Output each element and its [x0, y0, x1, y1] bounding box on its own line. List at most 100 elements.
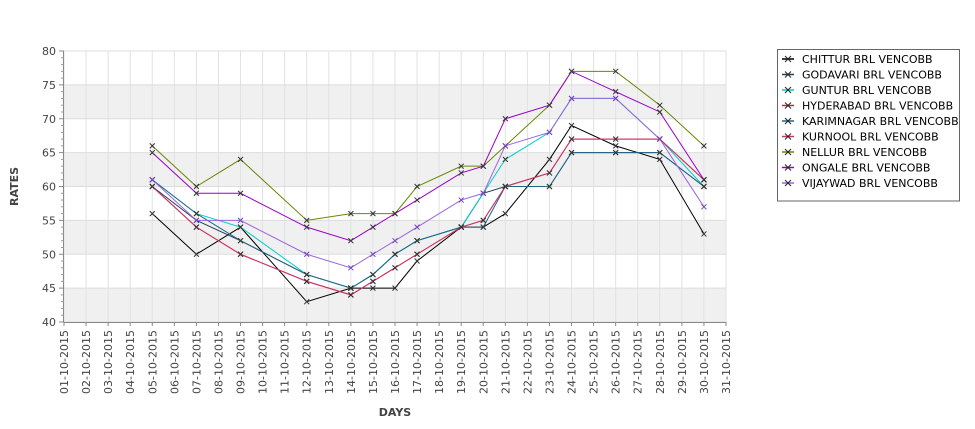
marker-stroke [701, 231, 707, 237]
y-tick-label: 65 [42, 147, 56, 160]
marker-stroke [502, 156, 509, 163]
x-tick-label: 10-10-2015 [257, 330, 270, 394]
marker-stroke [480, 190, 487, 197]
y-tick-label: 50 [42, 248, 56, 261]
x-tick-label: 22-10-2015 [521, 330, 534, 394]
marker-stroke [348, 285, 354, 291]
marker-stroke [784, 164, 792, 171]
data-point [458, 197, 465, 203]
marker-stroke [370, 278, 376, 285]
data-point [701, 203, 707, 210]
marker-stroke [784, 117, 792, 125]
x-tick-label: 28-10-2015 [654, 330, 667, 394]
x-tick-label: 05-10-2015 [146, 330, 159, 394]
marker-stroke [656, 102, 663, 109]
marker-stroke [784, 102, 792, 109]
marker-stroke [502, 142, 509, 149]
x-tick-labels: 01-10-2015 02-10-2015 03-10-2015 04-10-2015… [58, 322, 733, 394]
marker-stroke [149, 183, 156, 190]
data-point [612, 88, 619, 95]
x-tick-label: 23-10-2015 [543, 330, 556, 394]
data-point [414, 251, 420, 258]
data-point [480, 190, 487, 197]
data-point [303, 278, 310, 285]
marker-stroke [392, 264, 398, 271]
x-tick-label: 06-10-2015 [168, 330, 181, 394]
legend-item: GODAVARI BRL VENCOBB [782, 69, 942, 82]
marker-stroke [193, 183, 200, 190]
data-point [149, 210, 156, 217]
data-point [656, 136, 663, 142]
series-kurnool-brl-vencobb [149, 136, 707, 298]
data-point [458, 163, 465, 170]
legend-item: KARIMNAGAR BRL VENCOBB [782, 115, 959, 128]
marker-stroke [458, 224, 465, 231]
data-point [348, 285, 354, 291]
x-tick-label: 07-10-2015 [190, 330, 203, 394]
data-point [502, 142, 509, 149]
data-point [370, 224, 376, 231]
legend-item: ONGALE BRL VENCOBB [782, 162, 930, 175]
legend-label: CHITTUR BRL VENCOBB [802, 53, 933, 66]
data-point [193, 251, 200, 258]
marker-stroke [701, 142, 707, 149]
legend-item: HYDERABAD BRL VENCOBB [782, 100, 953, 113]
x-tick-label: 12-10-2015 [301, 330, 314, 394]
x-tick-label: 14-10-2015 [345, 330, 358, 394]
marker-stroke [656, 136, 663, 142]
legend-marker [784, 71, 792, 78]
data-point [701, 176, 707, 183]
data-point [392, 237, 398, 244]
series-line [151, 97, 705, 269]
marker-stroke [237, 224, 244, 231]
legend-label: KURNOOL BRL VENCOBB [802, 131, 939, 144]
data-point [701, 183, 707, 190]
series-line [151, 70, 705, 242]
series-line [151, 152, 705, 289]
x-tick-label: 03-10-2015 [102, 330, 115, 394]
legend-marker [784, 55, 792, 63]
legend-label: HYDERABAD BRL VENCOBB [802, 100, 953, 113]
marker-stroke [546, 183, 553, 190]
data-point [348, 210, 354, 217]
data-point [568, 149, 575, 156]
marker-stroke [370, 224, 376, 231]
marker-stroke [414, 183, 420, 190]
data-point [370, 271, 376, 278]
x-tick-label: 08-10-2015 [212, 330, 225, 394]
marker-stroke [370, 271, 376, 278]
marker-stroke [348, 292, 354, 298]
data-point [370, 278, 376, 285]
series-line [151, 70, 705, 221]
marker-stroke [612, 68, 619, 75]
data-point [392, 285, 398, 291]
marker-stroke [784, 133, 792, 140]
marker-stroke [303, 298, 310, 305]
marker-stroke [458, 170, 465, 176]
data-point [502, 210, 509, 217]
data-point [392, 264, 398, 271]
x-tick-label: 30-10-2015 [698, 330, 711, 394]
data-point [303, 251, 310, 258]
marker-stroke [303, 251, 310, 258]
data-point [237, 190, 244, 197]
data-point [502, 115, 509, 122]
data-point [612, 68, 619, 75]
x-tick-label: 24-10-2015 [566, 330, 579, 394]
marker-stroke [348, 237, 354, 244]
marker-stroke [370, 251, 376, 258]
marker-stroke [414, 237, 420, 244]
marker-stroke [348, 210, 354, 217]
data-point [237, 224, 244, 231]
marker-stroke [480, 224, 487, 231]
x-tick-label: 17-10-2015 [411, 330, 424, 394]
marker-stroke [303, 278, 310, 285]
marker-stroke [656, 109, 663, 115]
x-tick-label: 11-10-2015 [279, 330, 292, 394]
x-tick-label: 25-10-2015 [588, 330, 601, 394]
legend-item: KURNOOL BRL VENCOBB [782, 131, 939, 144]
marker-stroke [414, 224, 420, 231]
x-tick-label: 18-10-2015 [433, 330, 446, 394]
marker-stroke [568, 122, 575, 129]
marker-stroke [237, 156, 244, 163]
